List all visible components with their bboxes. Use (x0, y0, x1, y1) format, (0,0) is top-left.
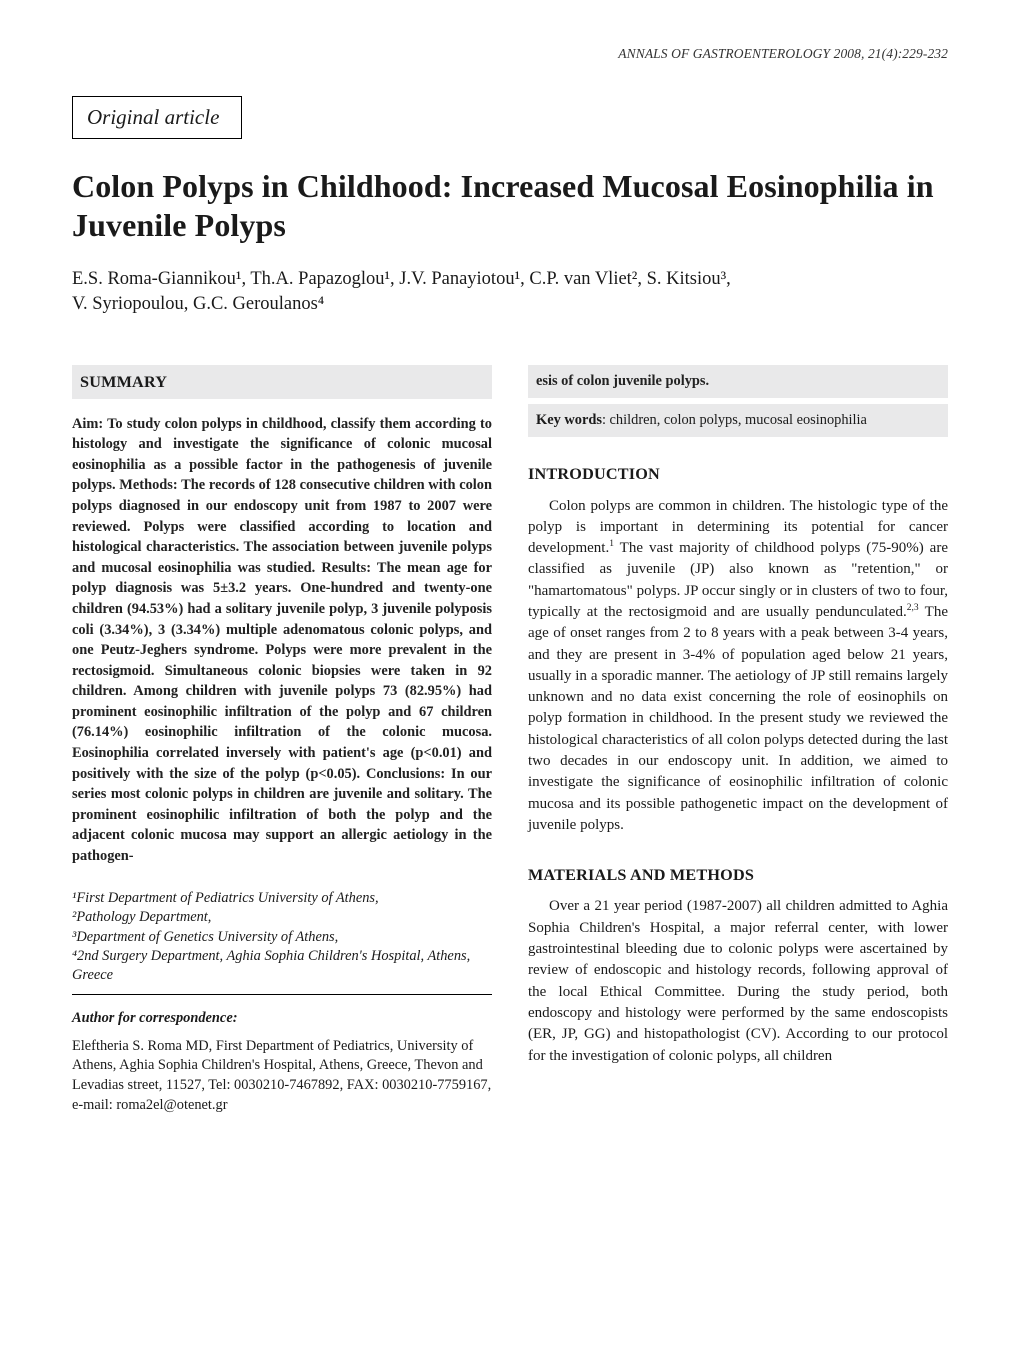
left-column: SUMMARY Aim: To study colon polyps in ch… (72, 365, 492, 1116)
summary-tail-band: esis of colon juvenile polyps. (528, 365, 948, 398)
methods-body: Over a 21 year period (1987-2007) all ch… (528, 896, 948, 1066)
correspondence-label: Author for correspondence: (72, 1009, 492, 1029)
keywords-label: Key words (536, 412, 602, 428)
section-tag-row: Original article (72, 96, 948, 139)
authors-line-2: V. Syriopoulou, G.C. Geroulanos⁴ (72, 292, 948, 317)
affil-3: ³Department of Genetics University of At… (72, 928, 492, 947)
affil-2: ²Pathology Department, (72, 908, 492, 927)
methods-section: MATERIALS AND METHODS Over a 21 year per… (528, 864, 948, 1067)
authors-line-1: E.S. Roma-Giannikou¹, Th.A. Papazoglou¹,… (72, 267, 948, 292)
summary-band: SUMMARY (72, 365, 492, 399)
keywords-band: Key words: children, colon polyps, mucos… (528, 404, 948, 438)
section-tag: Original article (72, 96, 242, 139)
summary-tail: esis of colon juvenile polyps. (536, 373, 709, 389)
two-column-region: SUMMARY Aim: To study colon polyps in ch… (72, 365, 948, 1116)
affil-1: ¹First Department of Pediatrics Universi… (72, 889, 492, 908)
article-title: Colon Polyps in Childhood: Increased Muc… (72, 167, 948, 245)
introduction-body: Colon polyps are common in children. The… (528, 496, 948, 837)
introduction-heading: INTRODUCTION (528, 463, 948, 485)
summary-heading: SUMMARY (80, 371, 484, 393)
right-column: esis of colon juvenile polyps. Key words… (528, 365, 948, 1116)
methods-heading: MATERIALS AND METHODS (528, 864, 948, 886)
affiliations-block: ¹First Department of Pediatrics Universi… (72, 889, 492, 995)
page: ANNALS OF GASTROENTEROLOGY 2008, 21(4):2… (0, 0, 1020, 1359)
correspondence-body: Eleftheria S. Roma MD, First Department … (72, 1037, 492, 1116)
running-header: ANNALS OF GASTROENTEROLOGY 2008, 21(4):2… (72, 46, 948, 62)
introduction-section: INTRODUCTION Colon polyps are common in … (528, 463, 948, 836)
keywords-text: : children, colon polyps, mucosal eosino… (602, 412, 867, 428)
authors-block: E.S. Roma-Giannikou¹, Th.A. Papazoglou¹,… (72, 267, 948, 317)
affil-4: ⁴2nd Surgery Department, Aghia Sophia Ch… (72, 947, 492, 986)
summary-text: Aim: To study colon polyps in childhood,… (72, 414, 492, 867)
